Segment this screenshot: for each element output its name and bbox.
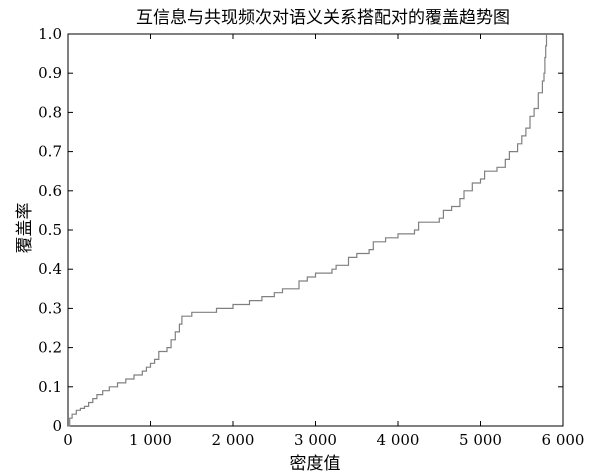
x-tick-label: 6 000 bbox=[542, 431, 585, 449]
y-tick-label: 0 bbox=[52, 417, 62, 435]
y-tick-label: 0.2 bbox=[38, 339, 62, 357]
y-tick-label: 0.9 bbox=[38, 64, 62, 82]
x-tick-label: 1 000 bbox=[129, 431, 172, 449]
x-tick-label: 3 000 bbox=[294, 431, 337, 449]
x-tick-label: 0 bbox=[63, 431, 73, 449]
y-tick-label: 0.4 bbox=[38, 260, 62, 278]
y-axis-ticks: 0 0.1 0.2 0.3 0.4 0.5 0.6 0.7 0.8 0.9 1.0 bbox=[38, 25, 563, 435]
y-axis-title: 覆盖率 bbox=[15, 203, 35, 254]
x-tick-label: 2 000 bbox=[212, 431, 255, 449]
y-tick-label: 0.3 bbox=[38, 299, 62, 317]
x-tick-label: 5 000 bbox=[459, 431, 502, 449]
plot-frame bbox=[67, 33, 564, 427]
y-tick-label: 1.0 bbox=[38, 25, 62, 43]
x-tick-label: 4 000 bbox=[377, 431, 420, 449]
y-tick-label: 0.6 bbox=[38, 182, 62, 200]
x-axis-ticks: 0 1 000 2 000 3 000 4 000 5 000 6 000 bbox=[63, 34, 584, 449]
x-axis-title: 密度值 bbox=[290, 454, 341, 473]
y-tick-label: 0.1 bbox=[38, 378, 62, 396]
chart-title: 互信息与共现频次对语义关系搭配对的覆盖趋势图 bbox=[136, 8, 510, 28]
y-tick-label: 0.8 bbox=[38, 103, 62, 121]
y-tick-label: 0.5 bbox=[38, 221, 62, 239]
coverage-line bbox=[68, 34, 548, 427]
y-tick-label: 0.7 bbox=[38, 143, 62, 161]
